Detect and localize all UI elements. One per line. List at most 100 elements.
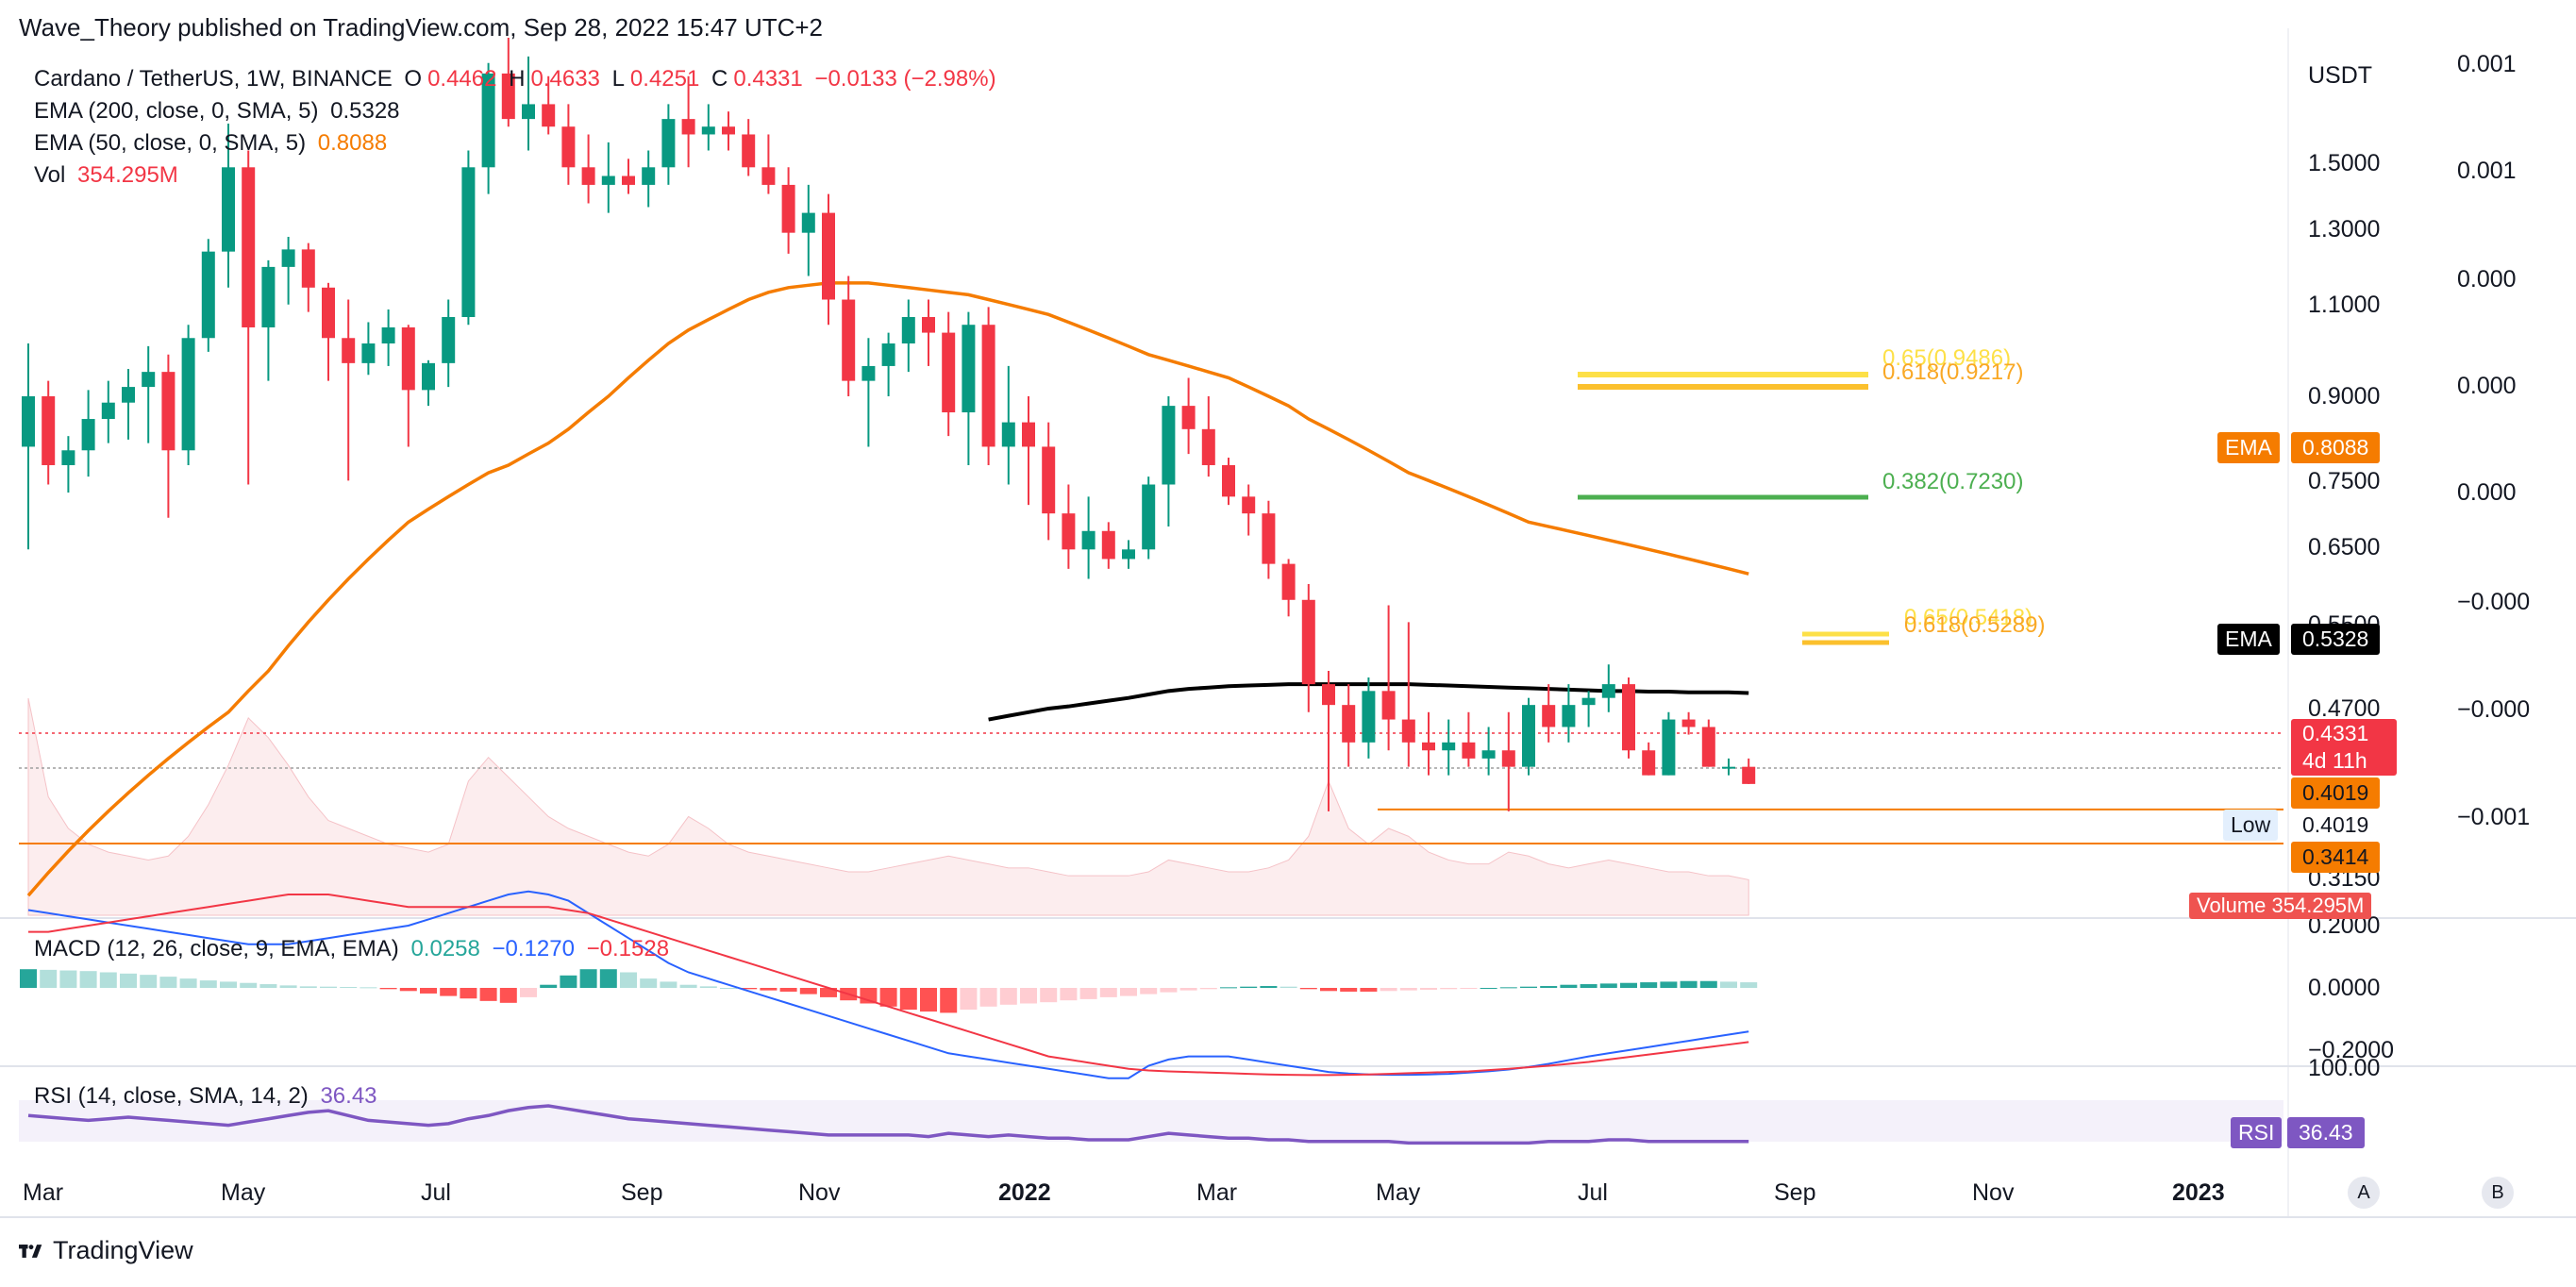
ema50-price-tag: EMA [2217,432,2280,463]
macd-bar [720,988,737,989]
macd-bar [1560,984,1578,988]
candle-body [1162,406,1176,485]
ema50-legend-value: 0.8088 [317,130,388,156]
low-tag-label: Low [2223,810,2279,841]
candle [281,237,295,305]
candle-body [22,395,35,447]
candle-body [501,73,515,120]
macd-bar [20,969,37,988]
candle-body [122,387,135,403]
macd-bar [1079,988,1097,999]
candle-body [1242,496,1256,514]
macd-bar [979,988,997,1007]
macd-legend[interactable]: MACD (12, 26, close, 9, EMA, EMA) 0.0258… [34,936,675,962]
candle [1001,365,1015,485]
candle [1162,395,1176,527]
candle [1581,691,1596,727]
macd-bar [699,986,717,988]
candle [1542,684,1556,743]
candle [322,282,335,381]
candle-body [181,338,195,451]
candle-body [481,73,495,168]
secondary-tick: 0.001 [2457,51,2517,77]
candle-body [342,338,356,363]
candle [401,325,415,447]
footer-brand[interactable]: TradingView [53,1236,193,1264]
macd-signal-value: −0.1528 [586,936,670,961]
candle [242,150,256,485]
macd-bar [1440,988,1458,990]
macd-bar [499,988,517,1003]
candle-body [1562,705,1576,727]
candle [381,309,395,366]
candle-body [622,176,635,185]
candle [742,119,756,176]
candle-body [742,134,756,168]
candle-body [861,365,876,381]
rsi-legend[interactable]: RSI (14, close, SMA, 14, 2) 36.43 [34,1083,383,1110]
candle-body [1662,719,1676,776]
ema200-legend-label: EMA (200, close, 0, SMA, 5) [34,98,319,124]
candle [1222,458,1235,506]
candle-body [442,317,456,363]
macd-bar [1580,984,1597,988]
candle-body [242,167,256,327]
macd-bar [940,988,958,1013]
candle [561,104,576,185]
candle-body [1681,719,1696,727]
ema50-legend-label: EMA (50, close, 0, SMA, 5) [34,130,307,156]
secondary-tick: 0.001 [2457,158,2517,184]
publisher-line: Wave_Theory published on TradingView.com… [19,13,824,42]
price-tick: 0.6500 [2308,534,2381,560]
candle-body [1362,691,1376,743]
time-tick: Mar [23,1179,64,1206]
candle-body [1542,705,1556,727]
macd-bar [560,975,577,988]
candle-body [1081,530,1096,550]
candle-body [422,362,435,391]
time-tick: Sep [1774,1179,1816,1206]
ohlc-c-label: C [711,66,728,92]
macd-bar [220,981,237,988]
symbol-name[interactable]: Cardano / TetherUS, 1W, BINANCE [34,66,393,92]
macd-bar [1340,988,1358,992]
candle [722,111,735,151]
candle [1601,664,1615,712]
candle [422,359,435,407]
volume-legend[interactable]: Vol 354.295M [34,162,184,189]
ema50-legend[interactable]: EMA (50, close, 0, SMA, 5) 0.8088 [34,130,393,157]
b-button[interactable]: B [2482,1177,2514,1209]
ema200-tag-label: EMA [2217,624,2280,655]
fib-label: 0.65(0.5418) [1904,605,2032,630]
time-tick: Jul [1578,1179,1608,1206]
macd-bar [159,977,177,988]
macd-legend-label: MACD (12, 26, close, 9, EMA, EMA) [34,936,399,961]
candle [981,307,995,465]
secondary-tick: −0.001 [2457,804,2531,830]
candle [481,62,495,194]
macd-bar [760,988,778,991]
auto-scale-button[interactable]: A [2348,1177,2380,1209]
ohlc-high: 0.4633 [530,66,600,92]
ema50-line [26,281,1749,897]
candle-body [1042,446,1056,514]
macd-bar [59,970,77,988]
volume-area-fill [27,697,1749,916]
rsi-legend-value: 36.43 [320,1083,377,1109]
fibonacci-levels: 0.65(0.9486)0.618(0.9217) 0.382(0.7230) 0.… [1578,345,2045,645]
candle [442,299,456,388]
candle-body [1601,684,1615,698]
candle-body [701,126,715,135]
ema200-legend[interactable]: EMA (200, close, 0, SMA, 5) 0.5328 [34,98,406,125]
macd-bar [460,988,477,999]
candle-body [1581,697,1596,706]
candle [1481,727,1496,776]
macd-bar [199,980,217,988]
candle-body [781,184,795,233]
macd-bar [1260,986,1278,988]
time-tick: Jul [421,1179,451,1206]
ohlc-l-label: L [611,66,625,92]
macd-bar [1199,988,1217,990]
time-tick: 2023 [2172,1179,2225,1206]
